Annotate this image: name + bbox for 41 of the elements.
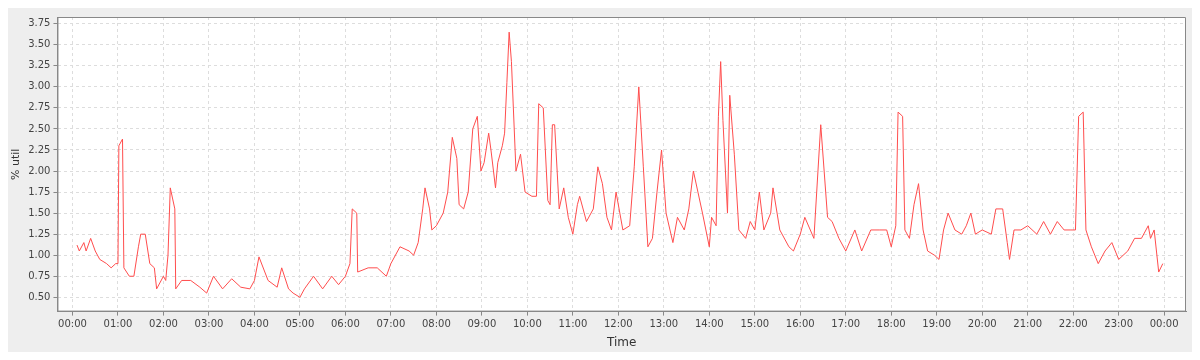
x-axis-title: Time <box>606 334 637 349</box>
y-tick-label: 0.75 <box>28 269 51 281</box>
y-tick-label: 2.50 <box>28 122 51 134</box>
x-tick-label: 19:00 <box>922 318 952 330</box>
y-tick-label: 3.00 <box>28 80 51 92</box>
y-tick-label: 0.50 <box>28 290 51 302</box>
x-tick-label: 03:00 <box>194 318 224 330</box>
x-tick-label: 01:00 <box>103 318 133 330</box>
x-tick-label: 18:00 <box>876 318 906 330</box>
y-tick-label: 1.75 <box>28 185 51 197</box>
x-tick-label: 23:00 <box>1104 318 1134 330</box>
x-tick-label: 00:00 <box>58 318 87 330</box>
x-tick-label: 16:00 <box>785 318 815 330</box>
x-tick-label: 17:00 <box>831 318 861 330</box>
y-tick-label: 1.00 <box>28 248 51 260</box>
y-axis-title: % util <box>9 148 23 180</box>
y-tick-label: 1.25 <box>28 227 51 239</box>
x-tick-label: 10:00 <box>512 318 542 330</box>
x-tick-label: 14:00 <box>694 318 724 330</box>
x-tick-label: 02:00 <box>149 318 178 330</box>
x-tick-label: 22:00 <box>1058 318 1088 330</box>
x-tick-label: 04:00 <box>240 318 269 330</box>
y-tick-label: 3.25 <box>28 59 51 71</box>
x-tick-label: 08:00 <box>421 318 451 330</box>
x-tick-label: 20:00 <box>967 318 997 330</box>
y-tick-label: 1.50 <box>28 206 51 218</box>
x-tick-label: 12:00 <box>603 318 633 330</box>
x-tick-label: 07:00 <box>376 318 406 330</box>
y-tick-label: 3.50 <box>28 38 51 50</box>
y-tick-label: 2.25 <box>28 143 51 155</box>
x-tick-label: 13:00 <box>649 318 679 330</box>
y-tick-label: 2.75 <box>28 101 51 113</box>
x-tick-label: 09:00 <box>467 318 497 330</box>
y-tick-label: 3.75 <box>28 17 51 29</box>
x-tick-label: 06:00 <box>330 318 360 330</box>
x-tick-label: 05:00 <box>285 318 315 330</box>
x-tick-label: 15:00 <box>740 318 770 330</box>
y-tick-label: 2.00 <box>28 164 51 176</box>
x-tick-label: 11:00 <box>558 318 588 330</box>
x-tick-label: 00:00 <box>1149 318 1179 330</box>
x-tick-label: 21:00 <box>1013 318 1043 330</box>
